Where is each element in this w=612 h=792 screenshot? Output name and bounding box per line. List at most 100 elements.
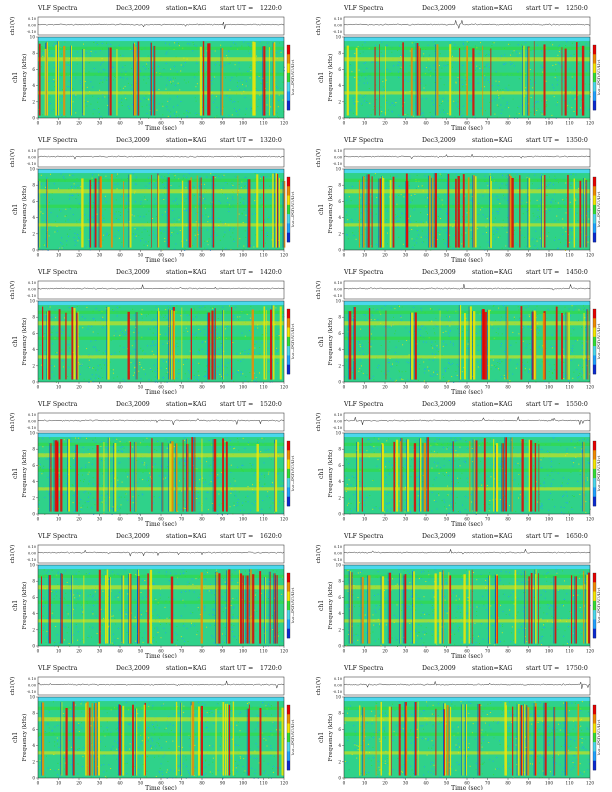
spectrogram <box>37 432 285 515</box>
channel-label: ch1 <box>12 600 19 611</box>
x-tick-label: 30 <box>403 385 409 390</box>
spectrogram <box>343 168 591 251</box>
channel-label: ch1 <box>318 600 325 611</box>
header-date: Dec3,2009 <box>116 269 150 276</box>
spectrogram-panel: VLF Spectra Dec3,2009 station=KAG start UT … <box>310 664 600 790</box>
wave-tick-label: -0.10 <box>333 426 343 430</box>
header-station: station=KAG <box>166 269 207 276</box>
y-tick-label: 6 <box>32 67 35 72</box>
colorbar <box>592 704 597 771</box>
header-station: station=KAG <box>472 665 513 672</box>
x-tick-label: 50 <box>444 253 450 258</box>
wave-axis-label: ch1(V) <box>9 545 16 564</box>
x-tick-label: 50 <box>444 385 450 390</box>
x-tick-label: 80 <box>505 253 511 258</box>
header-instrument: VLF Spectra <box>344 401 384 408</box>
x-tick-label: 50 <box>138 121 144 126</box>
x-tick-label: 110 <box>260 517 268 522</box>
x-tick-label: 70 <box>179 121 185 126</box>
y-tick-label: 8 <box>32 579 35 584</box>
x-tick-label: 20 <box>76 649 82 654</box>
header-start-label: start UT = <box>526 269 560 276</box>
channel-label: ch1 <box>318 204 325 215</box>
wave-tick-label: 0.10 <box>334 413 343 417</box>
x-tick-label: 90 <box>220 781 226 786</box>
spectrogram-panel: VLF Spectra Dec3,2009 station=KAG start UT … <box>4 664 294 790</box>
x-tick-label: 0 <box>343 385 346 390</box>
x-tick-label: 50 <box>138 385 144 390</box>
wave-tick-label: -0.10 <box>333 690 343 694</box>
wave-tick-label: -0.10 <box>333 162 343 166</box>
waveform-strip: 0.10 0.00 -0.10 <box>333 676 591 696</box>
x-tick-label: 110 <box>566 121 574 126</box>
y-tick-label: 10 <box>30 35 36 40</box>
x-tick-label: 40 <box>117 781 123 786</box>
wave-tick-label: 0.10 <box>28 545 37 549</box>
x-tick-label: 70 <box>179 385 185 390</box>
x-tick-label: 40 <box>423 781 429 786</box>
header-start-ut: 1220:0 <box>260 5 282 12</box>
x-tick-label: 60 <box>464 385 470 390</box>
y-tick-label: 10 <box>336 563 342 568</box>
header-start-ut: 1520:0 <box>260 401 282 408</box>
x-axis-label: Time (sec) <box>451 785 483 790</box>
x-tick-label: 10 <box>56 649 62 654</box>
x-tick-label: 80 <box>505 517 511 522</box>
y-tick-label: 8 <box>32 447 35 452</box>
x-tick-label: 110 <box>260 385 268 390</box>
colorbar <box>286 440 291 507</box>
wave-tick-label: 0.00 <box>334 420 343 424</box>
x-tick-label: 90 <box>526 781 532 786</box>
x-axis-label: Time (sec) <box>145 521 177 526</box>
x-tick-label: 40 <box>423 253 429 258</box>
x-tick-label: 90 <box>526 385 532 390</box>
colorbar-label: log₁₀PSD(V²/Hz) <box>597 59 600 95</box>
x-tick-label: 120 <box>280 517 288 522</box>
x-tick-label: 90 <box>220 121 226 126</box>
x-tick-label: 120 <box>280 253 288 258</box>
y-tick-label: 0 <box>32 776 35 781</box>
y-tick-label: 0 <box>338 380 341 385</box>
x-tick-label: 90 <box>526 649 532 654</box>
x-tick-label: 80 <box>199 121 205 126</box>
x-tick-label: 50 <box>138 781 144 786</box>
header-start-label: start UT = <box>220 401 254 408</box>
x-tick-label: 30 <box>97 385 103 390</box>
colorbar <box>592 308 597 375</box>
x-tick-label: 50 <box>444 517 450 522</box>
x-tick-label: 110 <box>260 121 268 126</box>
wave-tick-label: 0.00 <box>334 24 343 28</box>
y-tick-label: 6 <box>338 331 341 336</box>
x-tick-label: 30 <box>97 649 103 654</box>
wave-tick-label: 0.00 <box>334 552 343 556</box>
x-tick-label: 0 <box>343 253 346 258</box>
header-date: Dec3,2009 <box>116 401 150 408</box>
channel-label: ch1 <box>318 336 325 347</box>
header-start-ut: 1350:0 <box>566 137 588 144</box>
spectrogram-panel: VLF Spectra Dec3,2009 station=KAG start UT … <box>310 4 600 130</box>
x-tick-label: 100 <box>239 649 247 654</box>
x-tick-label: 0 <box>37 253 40 258</box>
x-axis-label: Time (sec) <box>451 125 483 130</box>
channel-label: ch1 <box>318 732 325 743</box>
header-station: station=KAG <box>166 665 207 672</box>
x-tick-label: 60 <box>464 649 470 654</box>
header-station: station=KAG <box>166 137 207 144</box>
colorbar-label: log₁₀PSD(V²/Hz) <box>291 191 294 227</box>
x-tick-label: 30 <box>403 781 409 786</box>
y-tick-label: 2 <box>32 363 35 368</box>
y-tick-label: 2 <box>338 495 341 500</box>
y-tick-label: 0 <box>338 116 341 121</box>
y-tick-label: 8 <box>338 447 341 452</box>
wave-tick-label: 0.10 <box>28 413 37 417</box>
x-tick-label: 110 <box>260 781 268 786</box>
y-tick-label: 0 <box>32 248 35 253</box>
y-tick-label: 4 <box>32 83 35 88</box>
colorbar <box>286 44 291 111</box>
x-tick-label: 40 <box>117 253 123 258</box>
x-tick-label: 40 <box>117 517 123 522</box>
spectrogram <box>37 300 285 383</box>
